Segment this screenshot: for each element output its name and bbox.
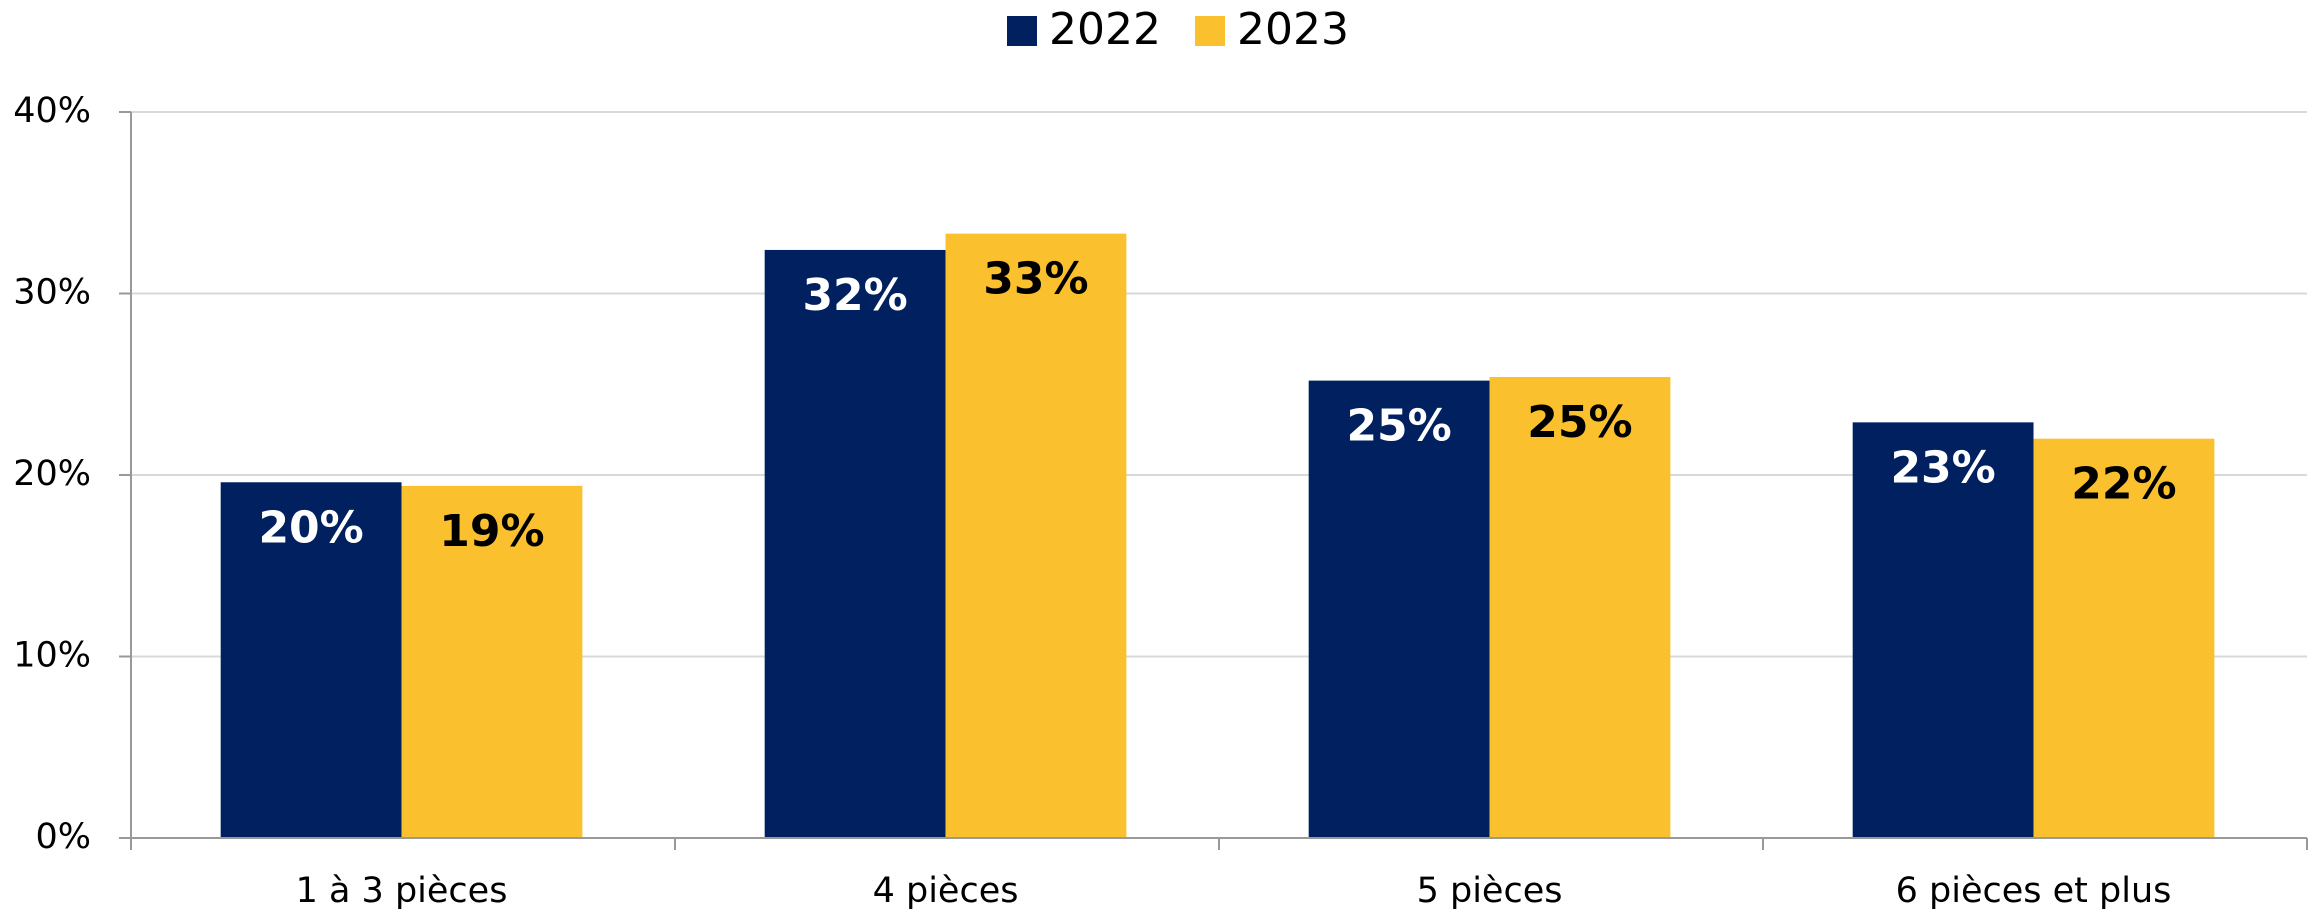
- data-label: 19%: [439, 506, 544, 557]
- data-label: 25%: [1527, 397, 1632, 448]
- y-tick-label: 40%: [13, 91, 91, 131]
- data-label: 33%: [983, 254, 1088, 305]
- bar: [1852, 422, 2034, 838]
- x-tick-label: 4 pièces: [873, 871, 1019, 911]
- bar: [401, 485, 583, 838]
- y-tick-label: 30%: [13, 273, 91, 313]
- y-tick-label: 20%: [13, 454, 91, 494]
- x-tick-label: 6 pièces et plus: [1896, 871, 2172, 911]
- legend-label: 2023: [1237, 4, 1349, 55]
- legend-swatch: [1007, 16, 1037, 46]
- y-tick-label: 0%: [35, 817, 91, 857]
- legend-swatch: [1195, 16, 1225, 46]
- bar: [764, 249, 946, 838]
- legend-label: 2022: [1049, 4, 1161, 55]
- data-label: 23%: [1890, 442, 1995, 493]
- bar: [220, 482, 402, 838]
- x-tick-label: 5 pièces: [1417, 871, 1563, 911]
- data-label: 22%: [2071, 459, 2176, 510]
- data-label: 20%: [258, 502, 363, 553]
- x-tick-label: 1 à 3 pièces: [296, 871, 508, 911]
- data-label: 32%: [802, 270, 907, 321]
- bar: [945, 233, 1127, 839]
- y-tick-label: 10%: [13, 636, 91, 676]
- bar: [1308, 380, 1490, 838]
- bar: [2033, 438, 2215, 838]
- data-label: 25%: [1346, 401, 1451, 452]
- bar: [1489, 376, 1671, 838]
